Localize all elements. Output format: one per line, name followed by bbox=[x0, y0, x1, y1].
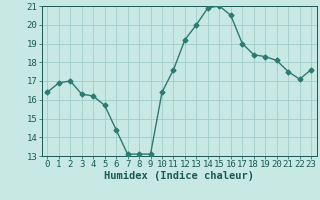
X-axis label: Humidex (Indice chaleur): Humidex (Indice chaleur) bbox=[104, 171, 254, 181]
